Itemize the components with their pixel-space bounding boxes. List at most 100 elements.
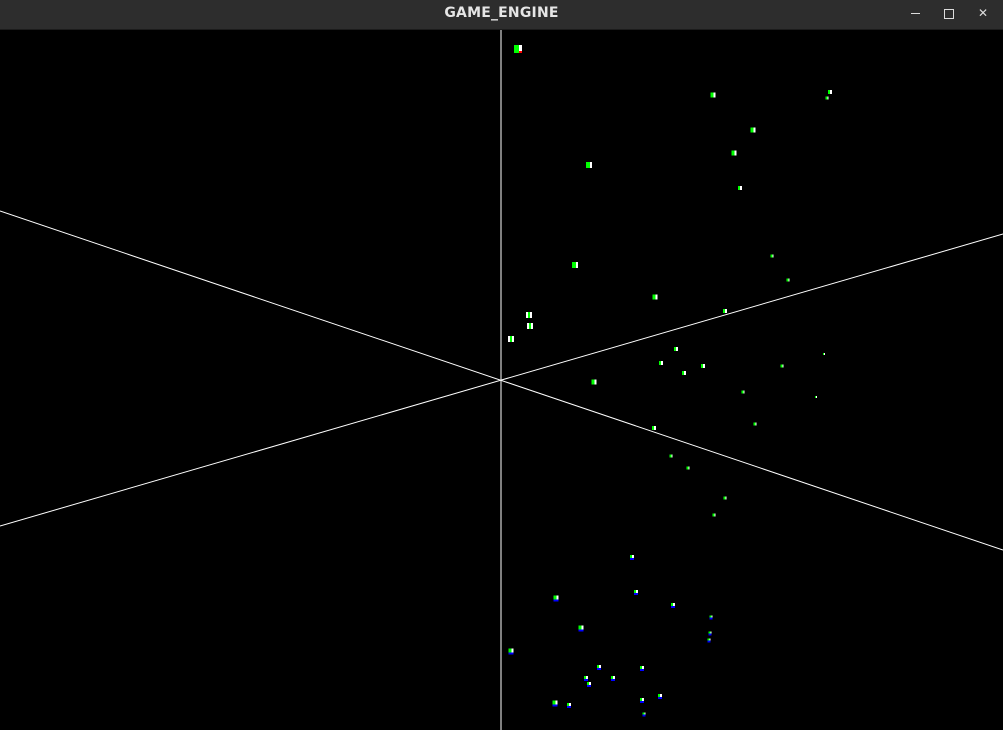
maximize-button[interactable]	[937, 3, 961, 23]
cube-face-front	[652, 294, 658, 300]
cube-face-side	[590, 162, 592, 168]
cube-face-front	[686, 466, 690, 470]
cube-object[interactable]	[770, 254, 774, 258]
cube-object[interactable]	[723, 496, 727, 500]
cube-object[interactable]	[753, 422, 757, 426]
cube-object[interactable]	[750, 127, 756, 133]
cube-object[interactable]	[682, 371, 686, 375]
cube-object[interactable]	[786, 278, 790, 282]
scene-canvas[interactable]	[0, 30, 1003, 730]
cube-object[interactable]	[671, 603, 675, 608]
cube-object[interactable]	[584, 676, 588, 681]
cube-object[interactable]	[526, 312, 532, 318]
cube-face-front	[741, 390, 745, 394]
cube-face-front	[750, 127, 756, 133]
cube-object[interactable]	[815, 396, 817, 398]
cube-face-side	[711, 615, 713, 619]
cube-object[interactable]	[527, 323, 533, 329]
cube-face-front	[508, 336, 514, 342]
cube-face-side	[661, 361, 663, 365]
cube-object[interactable]	[669, 454, 673, 458]
cube-face-side	[713, 92, 716, 98]
cube-object[interactable]	[630, 555, 634, 560]
cube-object[interactable]	[707, 638, 711, 643]
cube-object[interactable]	[825, 96, 829, 100]
cube-face-bottom	[640, 669, 644, 671]
cube-object[interactable]	[701, 364, 705, 368]
cube-face-side	[569, 703, 571, 707]
cube-face-front	[712, 513, 716, 517]
cube-object[interactable]	[652, 294, 658, 300]
cube-object[interactable]	[578, 625, 584, 632]
cube-object[interactable]	[652, 426, 656, 430]
cube-face-highlight	[527, 323, 529, 329]
cube-object[interactable]	[591, 379, 597, 385]
cube-object[interactable]	[659, 361, 663, 365]
cube-object[interactable]	[686, 466, 690, 470]
cube-object[interactable]	[710, 92, 716, 98]
close-button[interactable]: ✕	[971, 3, 995, 23]
minimize-icon	[910, 13, 920, 14]
cube-face-side	[816, 396, 817, 398]
cube-face-side	[530, 312, 532, 318]
cube-face-side	[782, 364, 784, 368]
cube-object[interactable]	[587, 682, 591, 687]
cube-face-side	[531, 323, 533, 329]
cube-object[interactable]	[723, 309, 727, 313]
minimize-button[interactable]	[903, 3, 927, 23]
cube-object[interactable]	[658, 694, 662, 699]
cube-face-bottom	[508, 652, 514, 655]
cube-face-front	[508, 648, 514, 654]
cube-face-side	[660, 694, 662, 698]
cube-face-side	[642, 698, 644, 702]
cube-object[interactable]	[642, 712, 646, 717]
cube-face-front	[527, 323, 533, 329]
cube-object[interactable]	[634, 590, 638, 595]
cube-face-highlight	[508, 336, 510, 342]
cube-object[interactable]	[514, 45, 522, 53]
cube-object[interactable]	[586, 162, 592, 168]
cube-object[interactable]	[567, 703, 571, 708]
cube-object[interactable]	[828, 90, 832, 94]
cube-face-bottom	[658, 697, 662, 699]
cube-object[interactable]	[738, 186, 742, 190]
cube-face-side	[654, 426, 656, 430]
cube-object[interactable]	[741, 390, 745, 394]
cube-object[interactable]	[708, 631, 712, 636]
cube-face-bottom	[587, 685, 591, 687]
cube-face-side	[688, 466, 690, 470]
cube-face-side	[788, 278, 790, 282]
render-viewport[interactable]	[0, 30, 1003, 730]
cube-object[interactable]	[597, 665, 601, 670]
cube-object[interactable]	[674, 347, 678, 351]
cube-face-side	[830, 90, 832, 94]
cube-object[interactable]	[640, 666, 644, 671]
cube-face-front	[586, 162, 592, 168]
cube-face-side	[671, 454, 673, 458]
cube-face-bottom	[671, 606, 675, 608]
cube-face-front	[553, 595, 559, 601]
cube-face-bottom	[597, 668, 601, 670]
cube-face-side	[644, 712, 646, 716]
cube-object[interactable]	[572, 262, 578, 268]
cube-face-side	[636, 590, 638, 594]
cube-object[interactable]	[508, 648, 514, 655]
cube-object[interactable]	[823, 353, 825, 355]
cube-object[interactable]	[780, 364, 784, 368]
cube-object[interactable]	[712, 513, 716, 517]
cube-object[interactable]	[709, 615, 713, 620]
cube-face-front	[753, 422, 757, 426]
cube-object[interactable]	[640, 698, 644, 703]
cube-face-front	[526, 312, 532, 318]
cube-face-side	[772, 254, 774, 258]
cube-face-bottom	[634, 593, 638, 595]
cube-object[interactable]	[508, 336, 514, 342]
cube-object[interactable]	[552, 700, 558, 707]
cube-face-side	[581, 625, 584, 631]
title-bar[interactable]: GAME_ENGINE ✕	[0, 0, 1003, 30]
cube-face-side	[555, 700, 558, 706]
cube-face-front	[786, 278, 790, 282]
cube-object[interactable]	[553, 595, 559, 602]
cube-object[interactable]	[731, 150, 737, 156]
cube-object[interactable]	[611, 676, 615, 681]
